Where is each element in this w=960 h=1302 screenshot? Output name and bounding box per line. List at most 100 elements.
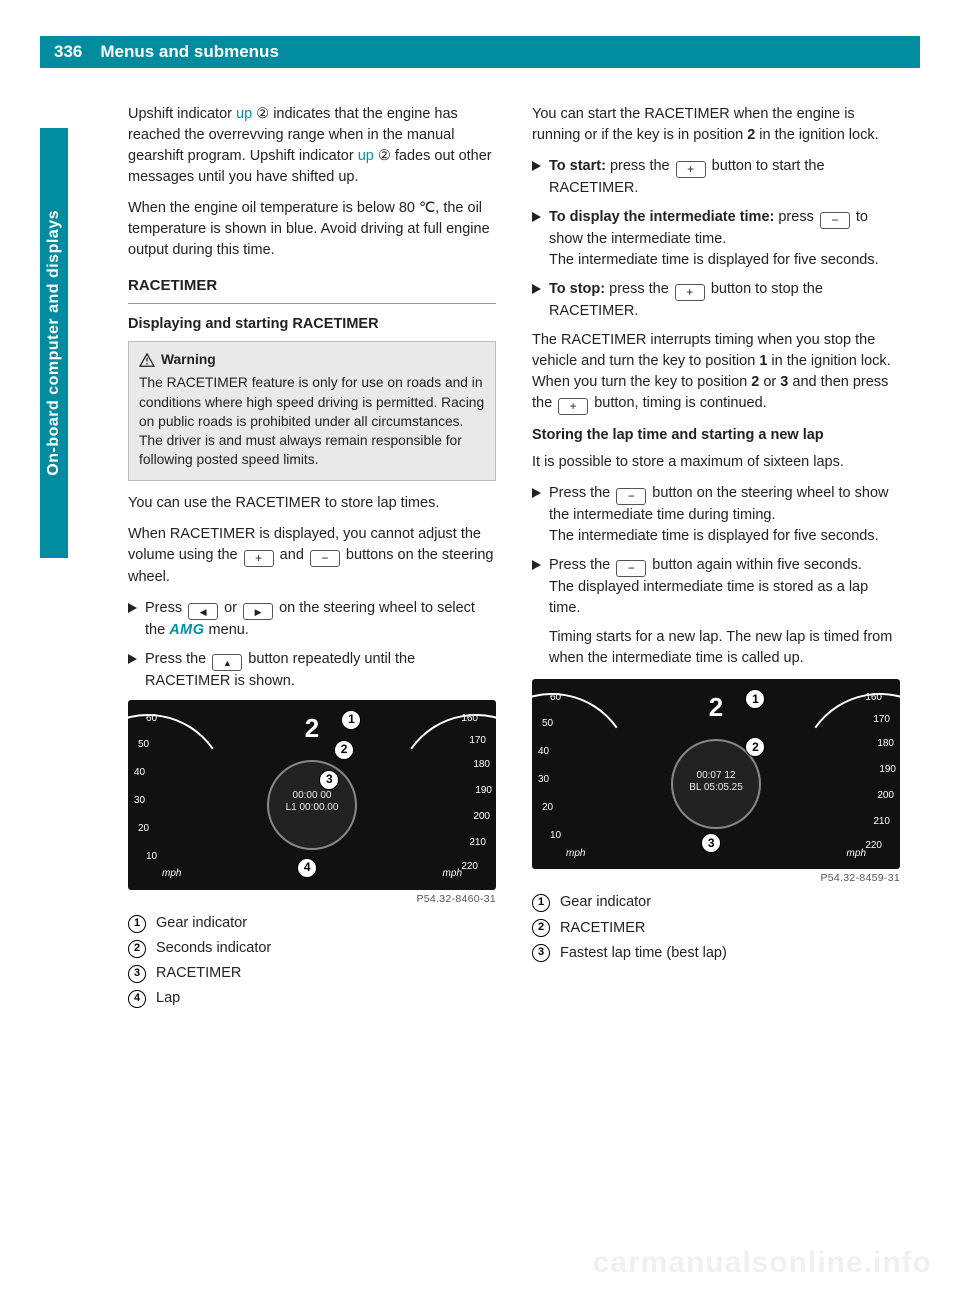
gauge-center-text: 00:00 00L1 00:00.00 — [286, 790, 339, 814]
warning-body: The RACETIMER feature is only for use on… — [139, 373, 485, 470]
tick: 200 — [473, 810, 490, 825]
upshift-label: up — [236, 106, 252, 122]
text: menu. — [205, 622, 249, 638]
unit: mph — [443, 867, 462, 882]
up-key-icon — [212, 654, 242, 671]
para: The RACETIMER interrupts timing when you… — [532, 330, 900, 415]
right-key-icon — [243, 603, 273, 620]
legend: 1Gear indicator 2RACETIMER 3Fastest lap … — [532, 892, 900, 963]
minus-key-icon — [616, 488, 646, 505]
text: The displayed intermediate time is store… — [549, 579, 868, 616]
text: Press — [145, 600, 186, 616]
figure: 2 00:00 00L1 00:00.00 60 50 40 30 20 10 … — [128, 700, 496, 907]
page-number: 336 — [40, 36, 92, 68]
para: Upshift indicator up ② indicates that th… — [128, 104, 496, 188]
legend-num: 4 — [128, 990, 146, 1008]
minus-key-icon — [310, 550, 340, 567]
side-tab: On-board computer and displays — [40, 128, 68, 558]
callout-1: 1 — [341, 710, 361, 730]
para: Timing starts for a new lap. The new lap… — [549, 627, 900, 669]
plus-key-icon — [244, 550, 274, 567]
tick: 60 — [550, 691, 561, 706]
tick: 220 — [461, 860, 478, 875]
para: When the engine oil temperature is below… — [128, 198, 496, 261]
legend-row: 4Lap — [128, 988, 496, 1009]
content-columns: Upshift indicator up ② indicates that th… — [128, 104, 900, 1250]
subsection-heading: Displaying and starting RACETIMER — [128, 314, 496, 335]
text: Press the — [549, 485, 614, 501]
watermark: carmanualsonline.info — [593, 1246, 932, 1280]
unit: mph — [566, 847, 585, 862]
text: Press the — [549, 557, 614, 573]
minus-key-icon — [616, 560, 646, 577]
legend-num: 2 — [532, 919, 550, 937]
step-bullet-icon — [128, 654, 137, 664]
legend-row: 1 Gear indicator — [128, 913, 496, 934]
tick: 160 — [865, 691, 882, 706]
text: press — [774, 209, 818, 225]
step-bullet-icon — [128, 603, 137, 613]
tick: 20 — [138, 822, 149, 837]
step-text: Press the button repeatedly until the RA… — [145, 649, 496, 692]
tick: 60 — [146, 712, 157, 727]
step-bullet-icon — [532, 560, 541, 570]
step-label: To start: — [549, 158, 606, 174]
callout-4: 4 — [297, 858, 317, 878]
legend-label: Gear indicator — [560, 892, 651, 913]
tick: 170 — [469, 734, 486, 749]
text: Upshift indicator — [128, 106, 236, 122]
text: in the ignition lock. — [755, 127, 878, 143]
legend-num: 1 — [532, 894, 550, 912]
tick: 50 — [138, 738, 149, 753]
step-text: To start: press the button to start the … — [549, 156, 900, 199]
warning-title: Warning — [161, 350, 216, 369]
legend-num: 3 — [532, 944, 550, 962]
side-tab-label: On-board computer and displays — [45, 210, 63, 476]
legend-num: 1 — [128, 915, 146, 933]
step: To stop: press the button to stop the RA… — [532, 279, 900, 322]
plus-key-icon — [558, 398, 588, 415]
rule — [128, 303, 496, 304]
text: press the — [606, 158, 674, 174]
tick: 220 — [865, 839, 882, 854]
tick: 20 — [542, 801, 553, 816]
step: Press or on the steering wheel to select… — [128, 598, 496, 641]
warning-head: Warning — [139, 350, 485, 369]
step-label: To stop: — [549, 281, 605, 297]
callout-3: 3 — [701, 833, 721, 853]
text: and — [276, 547, 308, 563]
text: or — [220, 600, 241, 616]
figure-id: P54.32-8460-31 — [128, 892, 496, 907]
tick: 30 — [134, 794, 145, 809]
instrument-cluster-image: 2 00:07 12BL 05:05.25 60 50 40 30 20 10 … — [532, 679, 900, 869]
plus-key-icon — [675, 284, 705, 301]
step-text: To stop: press the button to stop the RA… — [549, 279, 900, 322]
callout-2: 2 — [334, 740, 354, 760]
subsection-heading: Storing the lap time and starting a new … — [532, 425, 900, 446]
gear-indicator: 2 — [709, 689, 723, 727]
legend-row: 3RACETIMER — [128, 963, 496, 984]
step-text: To display the intermediate time: press … — [549, 207, 900, 271]
legend-num: 3 — [128, 965, 146, 983]
tick: 210 — [873, 815, 890, 830]
text: or — [759, 374, 780, 390]
legend: 1 Gear indicator 2Seconds indicator 3RACE… — [128, 913, 496, 1009]
tick: 210 — [469, 836, 486, 851]
legend-row: 2Seconds indicator — [128, 938, 496, 959]
header-bar: 336 Menus and submenus — [40, 36, 920, 68]
tick: 30 — [538, 773, 549, 788]
figure-id: P54.32-8459-31 — [532, 871, 900, 886]
tick: 170 — [873, 713, 890, 728]
legend-label: Gear indicator — [156, 913, 247, 934]
minus-key-icon — [820, 212, 850, 229]
para: You can start the RACETIMER when the eng… — [532, 104, 900, 146]
tick: 200 — [877, 789, 894, 804]
figure: 2 00:07 12BL 05:05.25 60 50 40 30 20 10 … — [532, 679, 900, 886]
text: The intermediate time is displayed for f… — [549, 528, 879, 544]
tick: 50 — [542, 717, 553, 732]
upshift-label: up — [358, 148, 374, 164]
step: Press the button on the steering wheel t… — [532, 483, 900, 547]
step-label: To display the intermediate time: — [549, 209, 774, 225]
step-text: Press or on the steering wheel to select… — [145, 598, 496, 641]
text: button again within five seconds. — [648, 557, 862, 573]
